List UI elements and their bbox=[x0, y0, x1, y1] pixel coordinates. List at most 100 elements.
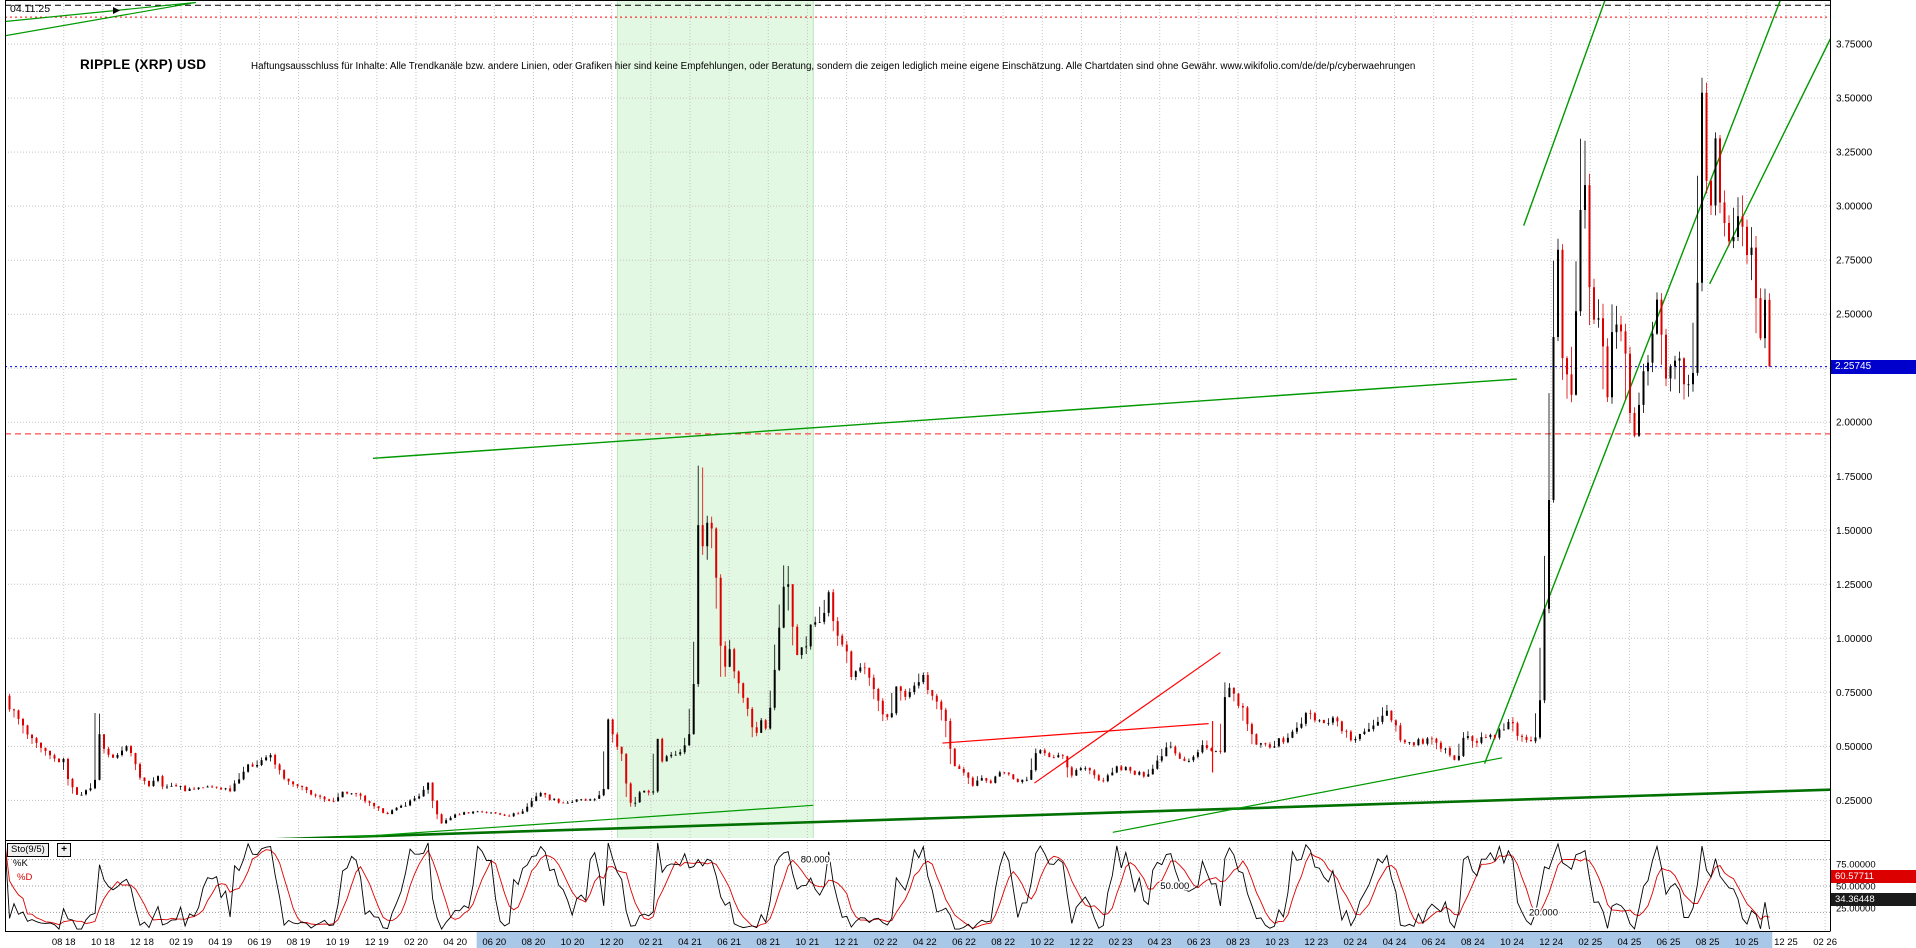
gridlines bbox=[5, 0, 1830, 838]
time-tick-label: 02 26 bbox=[1813, 937, 1837, 948]
price-tick-label: 0.75000 bbox=[1836, 688, 1873, 699]
marker-flag-icon[interactable] bbox=[113, 7, 120, 21]
price-tick-label: 1.50000 bbox=[1836, 526, 1873, 537]
trendline[interactable] bbox=[281, 804, 814, 842]
sto-gridline-label: 20.000 bbox=[1529, 907, 1558, 918]
price-tick-label: 3.25000 bbox=[1836, 148, 1873, 159]
time-tick-label: 06 21 bbox=[717, 937, 741, 948]
sto-tick-label: 75.00000 bbox=[1836, 860, 1876, 871]
time-tick-label: 08 19 bbox=[287, 937, 311, 948]
stochastic-k-value-badge: 34.36448 bbox=[1831, 893, 1916, 906]
stochastic-d-line bbox=[5, 843, 1770, 929]
price-tick-label: 3.00000 bbox=[1836, 202, 1873, 213]
price-tick-label: 1.25000 bbox=[1836, 580, 1873, 591]
time-tick-label: 02 24 bbox=[1344, 937, 1368, 948]
highlight-band bbox=[617, 0, 814, 838]
time-tick-label: 02 22 bbox=[874, 937, 898, 948]
time-tick-label: 10 22 bbox=[1030, 937, 1054, 948]
time-tick-label: 06 23 bbox=[1187, 937, 1211, 948]
time-tick-label: 06 24 bbox=[1422, 937, 1446, 948]
price-tick-label: 2.75000 bbox=[1836, 256, 1873, 267]
trendline[interactable] bbox=[1034, 652, 1221, 784]
price-tick-label: 2.50000 bbox=[1836, 310, 1873, 321]
time-tick-label: 04 22 bbox=[913, 937, 937, 948]
time-tick-label: 04 25 bbox=[1618, 937, 1642, 948]
time-tick-label: 12 22 bbox=[1070, 937, 1094, 948]
trendline[interactable] bbox=[372, 378, 1517, 460]
trendline[interactable] bbox=[0, 1, 196, 23]
candles-down-bodies bbox=[8, 92, 1771, 824]
time-tick-label: 06 20 bbox=[482, 937, 506, 948]
time-tick-label: 04 19 bbox=[208, 937, 232, 948]
sto-tick-label: 25.00000 bbox=[1836, 904, 1876, 915]
time-tick-label: 10 23 bbox=[1265, 937, 1289, 948]
time-tick-label: 02 23 bbox=[1109, 937, 1133, 948]
candles-up-bodies bbox=[5, 92, 1766, 824]
sto-gridline-label: 50.000 bbox=[1160, 881, 1189, 892]
candles-down-wicks bbox=[9, 82, 1770, 824]
candlesticks bbox=[5, 77, 1771, 824]
time-tick-label: 02 19 bbox=[169, 937, 193, 948]
time-axis-highlight bbox=[476, 932, 1773, 948]
price-tick-label: 1.75000 bbox=[1836, 472, 1873, 483]
chart-title: RIPPLE (XRP) USD bbox=[80, 57, 207, 72]
time-tick-label: 12 18 bbox=[130, 937, 154, 948]
time-tick-label: 12 24 bbox=[1539, 937, 1563, 948]
time-tick-label: 04 23 bbox=[1148, 937, 1172, 948]
time-tick-label: 10 20 bbox=[561, 937, 585, 948]
price-tick-label: 0.50000 bbox=[1836, 742, 1873, 753]
current-price-badge: 2.25745 bbox=[1831, 360, 1916, 374]
time-tick-label: 08 18 bbox=[52, 937, 76, 948]
time-tick-label: 10 21 bbox=[796, 937, 820, 948]
time-tick-label: 10 18 bbox=[91, 937, 115, 948]
time-tick-label: 12 21 bbox=[835, 937, 859, 948]
sto-tick-label: 50.00000 bbox=[1836, 882, 1876, 893]
time-tick-label: 04 20 bbox=[443, 937, 467, 948]
stochastic-indicator-label[interactable]: Sto(9/5) bbox=[7, 843, 49, 857]
trendline[interactable] bbox=[1709, 38, 1831, 285]
time-tick-label: 08 24 bbox=[1461, 937, 1485, 948]
time-tick-label: 08 25 bbox=[1696, 937, 1720, 948]
stochastic-d-label: %D bbox=[17, 872, 33, 883]
stochastic-panel[interactable] bbox=[5, 842, 1830, 931]
time-tick-label: 06 25 bbox=[1657, 937, 1681, 948]
time-tick-label: 12 25 bbox=[1774, 937, 1798, 948]
time-tick-label: 02 20 bbox=[404, 937, 428, 948]
time-tick-label: 04 21 bbox=[678, 937, 702, 948]
trendline[interactable] bbox=[0, 1, 196, 37]
trendline[interactable] bbox=[942, 723, 1209, 744]
disclaimer-text: Haftungsausschluss für Inhalte: Alle Tre… bbox=[251, 61, 1416, 72]
main-panel[interactable] bbox=[0, 0, 1835, 842]
add-indicator-button[interactable]: + bbox=[57, 843, 71, 857]
time-tick-label: 08 23 bbox=[1226, 937, 1250, 948]
time-tick-label: 06 19 bbox=[248, 937, 272, 948]
stochastic-k-line bbox=[5, 842, 1770, 931]
stochastic-d-value-badge: 60.57711 bbox=[1831, 870, 1916, 883]
time-axis[interactable]: 08 18 10 18 12 18 02 19 04 19 06 19 08 19 10 19… bbox=[52, 937, 1837, 948]
time-tick-label: 12 23 bbox=[1304, 937, 1328, 948]
time-tick-label: 02 25 bbox=[1578, 937, 1602, 948]
trendlines[interactable] bbox=[0, 0, 1835, 842]
time-tick-label: 10 25 bbox=[1735, 937, 1759, 948]
price-tick-label: 0.25000 bbox=[1836, 796, 1873, 807]
time-tick-label: 06 22 bbox=[952, 937, 976, 948]
time-tick-label: 08 21 bbox=[756, 937, 780, 948]
time-tick-label: 02 21 bbox=[639, 937, 663, 948]
price-axis[interactable]: 3.75000 3.50000 3.25000 3.00000 2.75000 2.500… bbox=[1836, 40, 1876, 915]
time-tick-label: 08 20 bbox=[522, 937, 546, 948]
price-tick-label: 3.50000 bbox=[1836, 94, 1873, 105]
trendline[interactable] bbox=[1483, 0, 1781, 764]
price-tick-label: 1.00000 bbox=[1836, 634, 1873, 645]
time-tick-label: 04 24 bbox=[1383, 937, 1407, 948]
trendline[interactable] bbox=[263, 788, 1835, 840]
price-tick-label: 3.75000 bbox=[1836, 40, 1873, 51]
sto-gridline-label: 80.000 bbox=[801, 855, 830, 866]
time-tick-label: 12 19 bbox=[365, 937, 389, 948]
chart-borders bbox=[5, 0, 1831, 932]
time-tick-label: 10 24 bbox=[1500, 937, 1524, 948]
price-tick-label: 2.00000 bbox=[1836, 418, 1873, 429]
trendline[interactable] bbox=[1112, 757, 1503, 833]
trendline[interactable] bbox=[1523, 0, 1608, 226]
